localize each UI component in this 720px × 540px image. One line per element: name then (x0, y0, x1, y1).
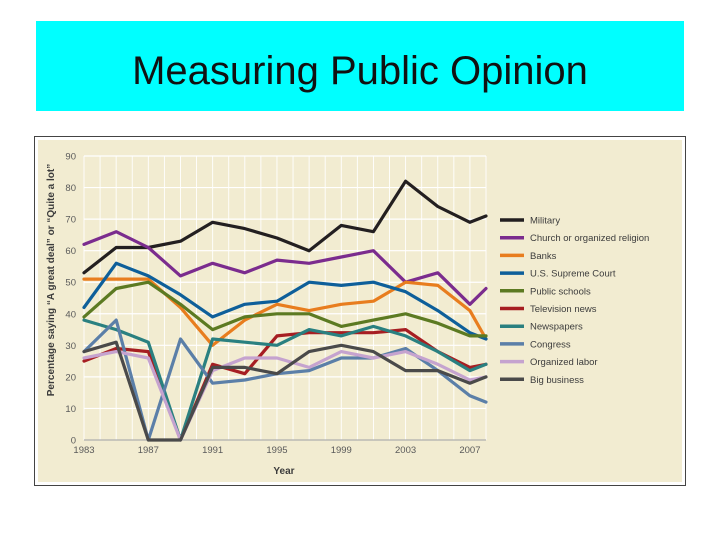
series-line-banks (82, 277, 488, 347)
y-tick-label: 60 (65, 246, 76, 257)
legend-label: Organized labor (530, 357, 598, 368)
x-axis-title: Year (273, 466, 294, 477)
x-tick-label: 1999 (331, 445, 352, 456)
y-tick-label: 70 (65, 215, 76, 226)
series-line-newspapers (82, 318, 488, 442)
slide-title: Measuring Public Opinion (132, 48, 588, 93)
y-tick-label: 90 (65, 152, 76, 163)
x-tick-label: 1995 (266, 445, 287, 456)
chart-figure: 0 10 20 30 40 50 60 70 80 90 1983 1987 1991 1995 1999 2… (34, 136, 686, 486)
legend-label: Newspapers (530, 322, 583, 333)
legend-label: Military (530, 216, 560, 227)
legend-label: Television news (530, 304, 597, 315)
series-line-congress (82, 318, 488, 442)
legend-label: Big business (530, 375, 584, 386)
series-line-u-s-supreme-court (82, 261, 488, 341)
y-tick-label: 10 (65, 404, 76, 415)
y-tick-label: 20 (65, 372, 76, 383)
y-tick-label: 40 (65, 309, 76, 320)
x-tick-label: 2003 (395, 445, 416, 456)
series-lines (82, 179, 488, 442)
series-line-military (82, 179, 488, 275)
axis-ticks: 0 10 20 30 40 50 60 70 80 90 1983 1987 1991 1995 1999 2… (65, 152, 480, 457)
y-axis-title: Percentage saying “A great deal” or “Qui… (46, 164, 57, 396)
y-tick-label: 0 (71, 436, 76, 447)
line-chart: 0 10 20 30 40 50 60 70 80 90 1983 1987 1991 1995 1999 2… (34, 136, 686, 486)
legend-label: Banks (530, 251, 557, 262)
title-banner: Measuring Public Opinion (36, 21, 684, 111)
series-line-church-or-organized-religion (82, 230, 488, 306)
y-tick-label: 80 (65, 183, 76, 194)
y-tick-label: 30 (65, 341, 76, 352)
x-tick-label: 2007 (459, 445, 480, 456)
legend-label: Public schools (530, 286, 591, 297)
y-tick-label: 50 (65, 278, 76, 289)
x-tick-label: 1987 (138, 445, 159, 456)
series-line-big-business (82, 340, 488, 442)
series-line-public-schools (82, 280, 488, 338)
legend-label: Congress (530, 339, 571, 350)
legend-label: U.S. Supreme Court (530, 269, 616, 280)
legend-label: Church or organized religion (530, 233, 649, 244)
x-tick-label: 1983 (73, 445, 94, 456)
legend: Military Church or organized religion Bank… (500, 216, 649, 386)
x-tick-label: 1991 (202, 445, 223, 456)
